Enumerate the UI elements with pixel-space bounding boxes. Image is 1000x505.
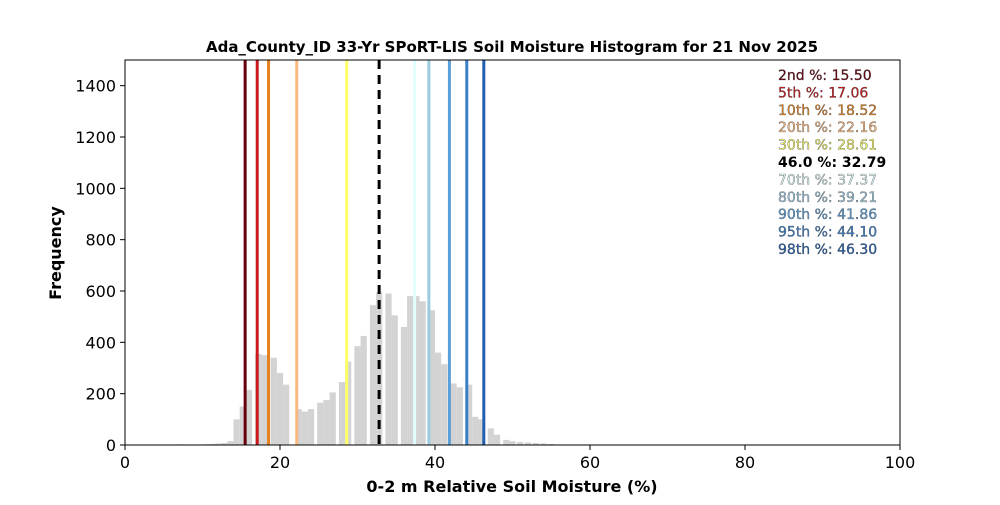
y-tick-label: 200: [85, 385, 116, 404]
legend-entry: 20th %: 22.16: [778, 120, 877, 136]
y-tick-label: 1200: [75, 128, 116, 147]
x-tick-label: 80: [735, 453, 755, 472]
histogram-bar: [428, 310, 435, 445]
histogram-bar: [419, 301, 426, 445]
histogram-bar: [323, 400, 330, 445]
x-tick-label: 100: [885, 453, 916, 472]
histogram-bar: [239, 406, 246, 445]
legend-entry: 95th %: 44.10: [778, 225, 877, 241]
chart-title: Ada_County_ID 33-Yr SPoRT-LIS Soil Moist…: [206, 38, 818, 56]
y-tick-label: 1400: [75, 77, 116, 96]
x-axis-label: 0-2 m Relative Soil Moisture (%): [366, 477, 657, 496]
histogram-bar: [524, 442, 532, 445]
histogram-bars: [162, 292, 555, 445]
histogram-bar: [456, 387, 463, 445]
y-tick-label: 600: [85, 282, 116, 301]
y-tick-label: 1000: [75, 179, 116, 198]
x-tick-label: 0: [120, 453, 130, 472]
y-tick-label: 800: [85, 231, 116, 250]
histogram-bar: [227, 441, 234, 445]
histogram-bar: [329, 392, 336, 445]
histogram-bar: [360, 335, 367, 445]
y-axis-ticks: 0 200 400 600 800 1000 1200 1400: [75, 77, 125, 455]
histogram-bar: [233, 419, 240, 445]
histogram-bar: [413, 296, 420, 445]
histogram-bar: [283, 384, 290, 445]
percentile-lines: [243, 60, 486, 445]
histogram-bar: [261, 355, 268, 445]
histogram-bar: [517, 441, 524, 445]
x-tick-label: 60: [580, 453, 600, 472]
histogram-bar: [385, 293, 392, 445]
x-tick-label: 20: [270, 453, 290, 472]
histogram-bar: [407, 296, 414, 445]
histogram-bar: [354, 346, 361, 445]
histogram-bar: [245, 389, 253, 445]
histogram-bar: [208, 443, 215, 445]
histogram-bar: [540, 443, 547, 445]
histogram-bar: [221, 442, 228, 445]
histogram-bar: [369, 305, 377, 445]
legend-entry: 46.0 %: 32.79: [778, 155, 886, 171]
histogram-bar: [435, 352, 442, 445]
histogram-bar: [450, 383, 457, 445]
histogram-bar: [441, 364, 448, 445]
histogram-bar: [400, 326, 408, 445]
plot-frame: [124, 59, 901, 446]
legend-entry: 10th %: 18.52: [778, 103, 877, 119]
histogram-bar: [493, 434, 501, 445]
histogram-bar: [548, 443, 555, 445]
legend-entry: 70th %: 37.37: [778, 172, 877, 188]
legend-entry: 98th %: 46.30: [778, 242, 877, 258]
y-tick-label: 0: [106, 436, 116, 455]
y-axis-label: Frequency: [46, 206, 65, 300]
histogram-bar: [532, 442, 539, 445]
legend-entry: 30th %: 28.61: [778, 138, 877, 154]
histogram-bar: [276, 373, 284, 445]
histogram-bar: [391, 315, 398, 445]
histogram-bar: [301, 411, 308, 445]
legend-entry: 2nd %: 15.50: [778, 68, 872, 84]
histogram-bar: [509, 441, 516, 445]
histogram-bar: [270, 357, 277, 445]
histogram-bar: [338, 382, 346, 445]
histogram-bar: [307, 409, 315, 445]
y-tick-label: 400: [85, 333, 116, 352]
histogram-bar: [472, 416, 479, 445]
x-axis-ticks: 0 20 40 60 80 100: [120, 445, 915, 472]
histogram-bar: [295, 409, 302, 445]
histogram-bar: [466, 384, 473, 445]
histogram-bar: [503, 439, 510, 445]
histogram-bar: [214, 443, 222, 445]
histogram-bar: [478, 419, 485, 445]
legend-entry: 5th %: 17.06: [778, 85, 868, 101]
histogram-bar: [317, 402, 324, 445]
legend-entry: 80th %: 39.21: [778, 190, 877, 206]
legend-entry: 90th %: 41.86: [778, 207, 877, 223]
x-tick-label: 40: [425, 453, 445, 472]
histogram-bar: [487, 428, 494, 445]
